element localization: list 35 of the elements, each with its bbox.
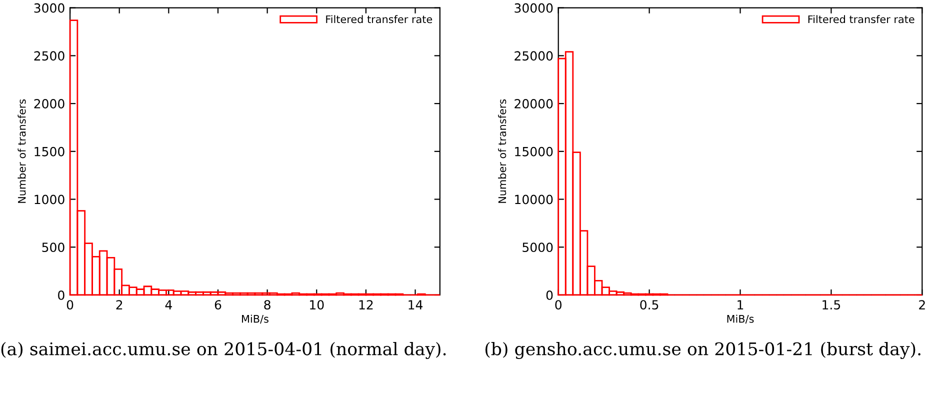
legend-label: Filtered transfer rate (326, 15, 432, 24)
y-tick-label: 10000 (515, 194, 553, 204)
x-axis-title: MiB/s (242, 314, 268, 324)
y-tick-label: 1000 (34, 194, 64, 204)
y-tick-label: 3000 (34, 3, 64, 13)
y-axis-title: Number of transfers (498, 99, 506, 203)
x-tick-label: 2 (116, 300, 122, 310)
x-tick-label: 10 (310, 300, 324, 310)
y-tick-label: 25000 (514, 51, 553, 61)
y-tick-label: 500 (42, 242, 64, 252)
legend-label: Filtered transfer rate (808, 15, 914, 24)
x-tick-label: 4 (165, 300, 172, 310)
x-tick-label: 0.5 (640, 300, 658, 310)
x-tick-label: 1 (738, 300, 744, 310)
text: (a) saimei.acc.umu.se on 2015-04-01 (normal day). (1, 342, 446, 360)
y-tick-label: 2500 (34, 51, 64, 61)
x-tick-label: 12 (359, 300, 373, 310)
x-tick-label: 14 (408, 300, 423, 310)
x-axis-title: MiB/s (727, 314, 754, 324)
y-tick-label: 1500 (34, 146, 64, 156)
y-tick-label: 2000 (34, 99, 64, 108)
x-tick-label: 2 (919, 300, 925, 310)
x-tick-label: 6 (214, 300, 222, 310)
y-axis-title: Number of transfers (18, 99, 26, 203)
text: (b) gensho.acc.umu.se on 2015-01-21 (burst day). (485, 342, 920, 360)
y-tick-label: 0 (58, 290, 64, 300)
x-tick-label: 0 (66, 300, 74, 310)
y-tick-label: 20000 (514, 99, 553, 108)
y-tick-label: 30000 (514, 3, 553, 13)
y-tick-label: 5000 (522, 242, 553, 252)
y-tick-label: 15000 (515, 146, 553, 156)
x-tick-label: 1.5 (822, 300, 840, 310)
y-tick-label: 0 (546, 290, 553, 300)
x-tick-label: 8 (264, 300, 270, 310)
x-tick-label: 0 (555, 300, 562, 310)
